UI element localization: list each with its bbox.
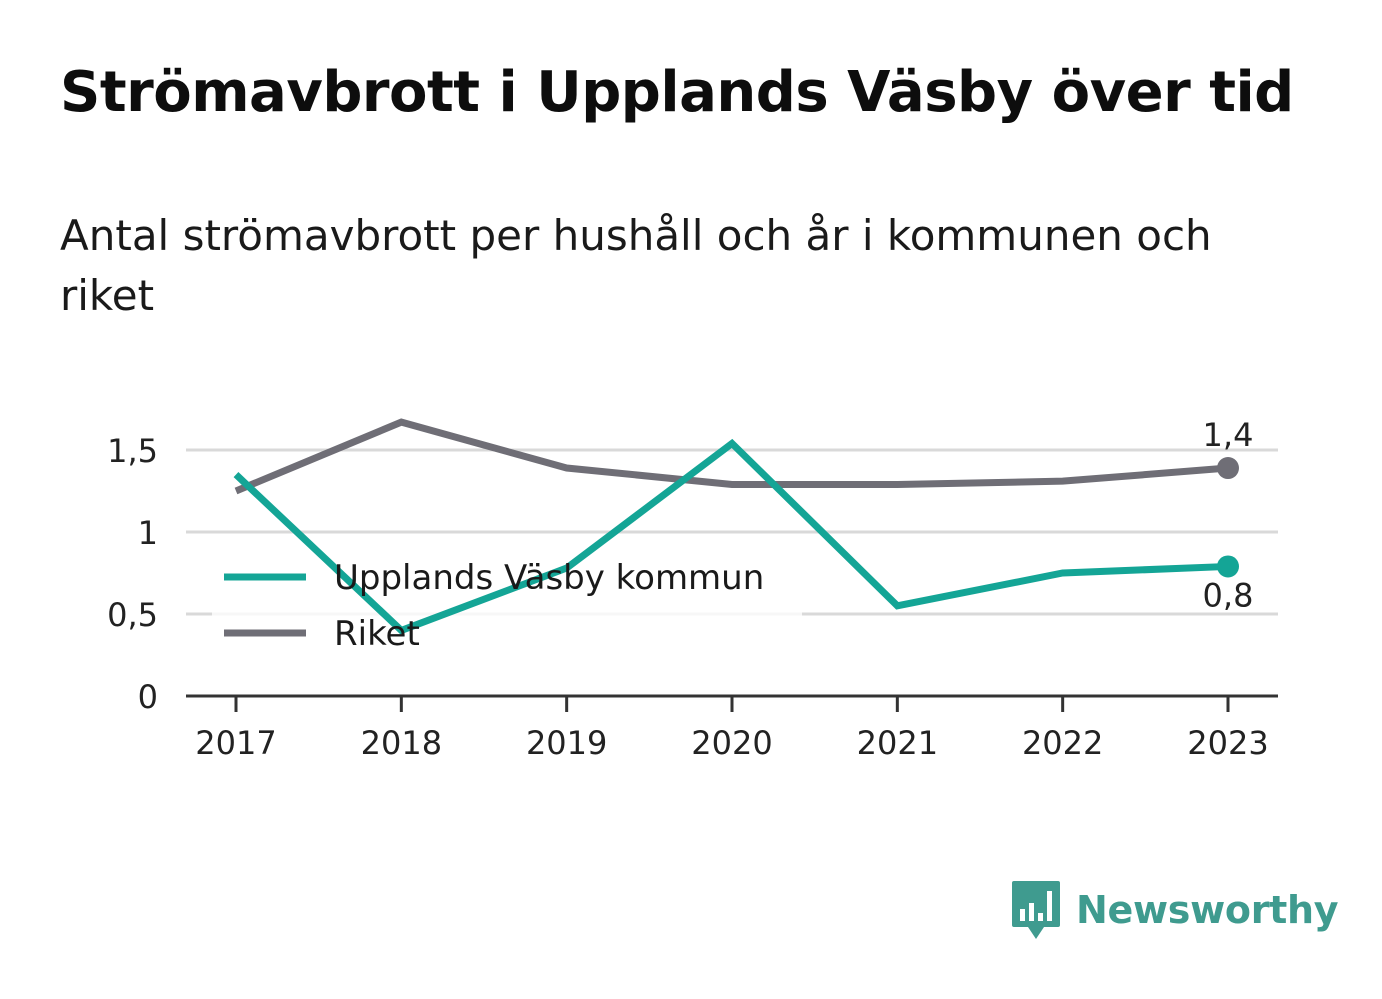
chart-title: Strömavbrott i Upplands Väsby över tid bbox=[60, 60, 1294, 125]
chart-subtitle: Antal strömavbrott per hushåll och år i … bbox=[60, 211, 1212, 320]
x-tick-label: 2022 bbox=[1022, 724, 1103, 762]
x-axis-ticks: 2017 2018 2019 2020 2021 2022 2023 bbox=[195, 696, 1269, 762]
x-tick-label: 2019 bbox=[526, 724, 607, 762]
series-line bbox=[233, 438, 1229, 635]
legend-label: Upplands Väsby kommun bbox=[334, 558, 764, 598]
data-label: 1,4 bbox=[1203, 416, 1254, 454]
x-tick-label: 2021 bbox=[857, 724, 938, 762]
series-line bbox=[234, 418, 1229, 495]
y-tick-label: 1 bbox=[138, 514, 158, 552]
brand-logo: Newsworthy bbox=[1010, 878, 1339, 942]
data-labels: 0,8 1,4 bbox=[1203, 416, 1254, 614]
brand-name: Newsworthy bbox=[1076, 888, 1339, 932]
y-axis-ticks: 0 0,5 1 1,5 bbox=[107, 432, 158, 716]
data-label: 0,8 bbox=[1203, 576, 1254, 614]
y-tick-label: 0,5 bbox=[107, 596, 158, 634]
y-tick-label: 0 bbox=[138, 678, 158, 716]
y-tick-label: 1,5 bbox=[107, 432, 158, 470]
x-tick-label: 2018 bbox=[361, 724, 442, 762]
legend-background bbox=[212, 548, 802, 660]
x-tick-label: 2020 bbox=[691, 724, 772, 762]
legend-backdrop bbox=[212, 548, 802, 660]
legend: Upplands Väsby kommun Riket bbox=[224, 558, 764, 654]
x-tick-label: 2023 bbox=[1187, 724, 1268, 762]
series-end-point bbox=[1217, 555, 1239, 578]
series-end-point bbox=[1217, 457, 1239, 480]
legend-label: Riket bbox=[334, 614, 420, 654]
newsworthy-logo-icon bbox=[1012, 881, 1060, 939]
series-lines bbox=[233, 418, 1239, 635]
x-tick-label: 2017 bbox=[195, 724, 276, 762]
